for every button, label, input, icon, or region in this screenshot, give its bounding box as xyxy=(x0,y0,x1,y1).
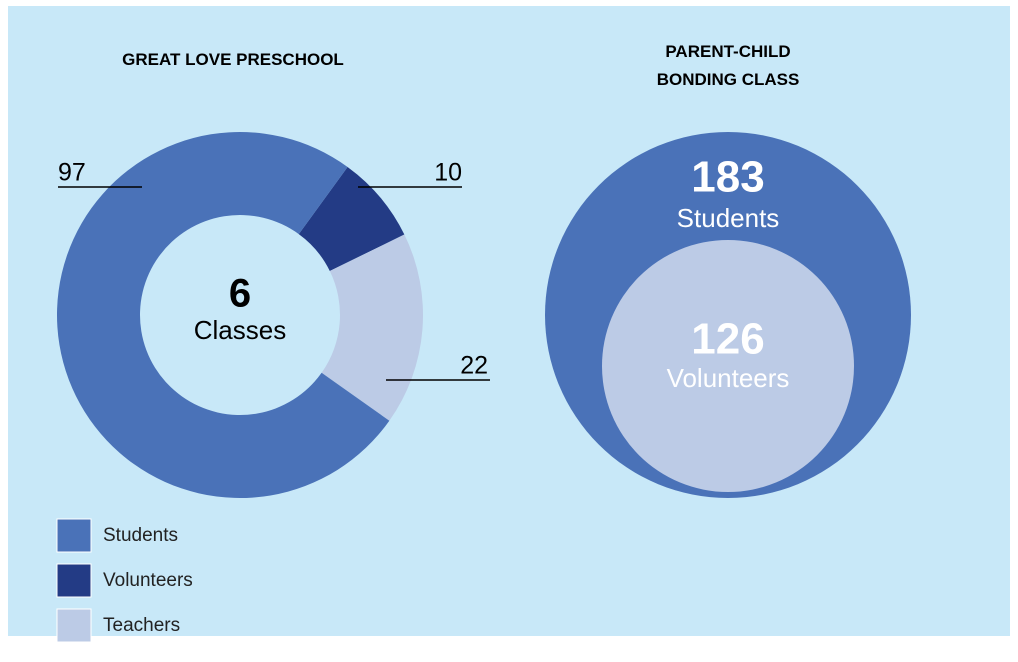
legend-label: Teachers xyxy=(103,615,180,636)
value-label: 10 xyxy=(434,159,462,187)
legend-swatch xyxy=(56,563,92,598)
value-label: 97 xyxy=(58,159,86,187)
legend-swatch xyxy=(56,608,92,643)
donut-segment xyxy=(321,234,423,421)
category-label: Students xyxy=(677,203,780,233)
center-value: 6 xyxy=(229,272,251,316)
legend-label: Students xyxy=(103,525,178,546)
category-label: Volunteers xyxy=(667,363,790,393)
value-label: 22 xyxy=(460,352,488,380)
donut-segment xyxy=(57,131,390,498)
chart-title: PARENT-CHILD BONDING CLASS xyxy=(656,42,800,89)
value-label: 126 xyxy=(691,315,764,364)
chart-title: GREAT LOVE PRESCHOOL xyxy=(122,50,344,69)
donut-segment xyxy=(298,166,405,272)
value-label: 183 xyxy=(691,153,764,202)
legend-swatch xyxy=(56,518,92,553)
center-label: Classes xyxy=(194,315,286,345)
legend-label: Volunteers xyxy=(103,570,193,591)
circle xyxy=(602,240,854,492)
